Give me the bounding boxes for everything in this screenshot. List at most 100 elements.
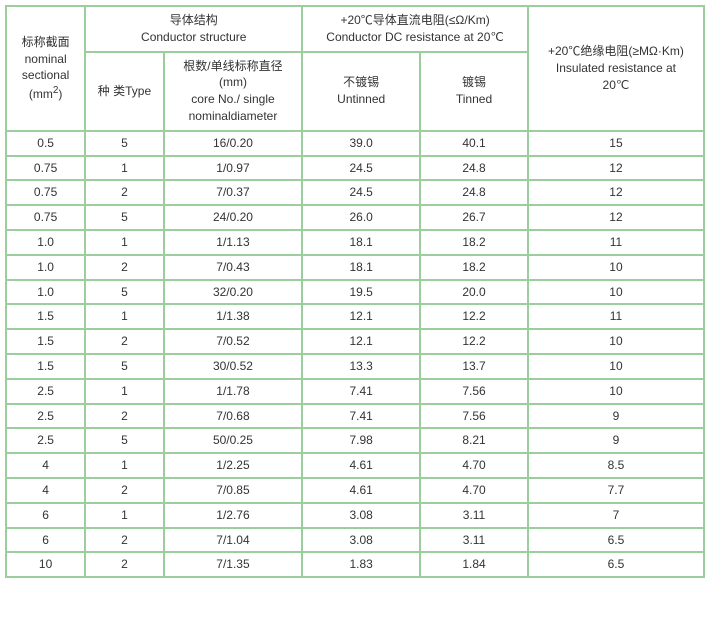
header-untinned-cn: 不镀锡 xyxy=(343,75,379,89)
cell-insulated: 6.5 xyxy=(529,553,703,576)
cell-type: 5 xyxy=(86,206,162,229)
header-nominal-en1: nominal xyxy=(25,52,67,66)
cell-tinned: 26.7 xyxy=(421,206,527,229)
cell-tinned: 7.56 xyxy=(421,405,527,428)
table-row: 1.527/0.5212.112.210 xyxy=(7,330,703,353)
header-core-unit: (mm) xyxy=(219,75,247,89)
cell-sectional: 1.5 xyxy=(7,330,84,353)
cell-tinned: 18.2 xyxy=(421,256,527,279)
cell-sectional: 1.5 xyxy=(7,305,84,328)
header-dc-en: Conductor DC resistance at 20℃ xyxy=(326,30,504,44)
cell-sectional: 0.5 xyxy=(7,132,84,155)
cell-tinned: 24.8 xyxy=(421,157,527,180)
cell-tinned: 3.11 xyxy=(421,529,527,552)
cell-type: 1 xyxy=(86,157,162,180)
cell-insulated: 10 xyxy=(529,380,703,403)
cell-sectional: 1.0 xyxy=(7,256,84,279)
table-header: 标称截面 nominal sectional (mm2) 导体结构 Conduc… xyxy=(7,7,703,130)
table-row: 2.527/0.687.417.569 xyxy=(7,405,703,428)
cell-core: 50/0.25 xyxy=(165,429,302,452)
cell-insulated: 12 xyxy=(529,206,703,229)
cell-untinned: 12.1 xyxy=(303,305,419,328)
cell-untinned: 24.5 xyxy=(303,181,419,204)
cell-untinned: 3.08 xyxy=(303,504,419,527)
cell-sectional: 10 xyxy=(7,553,84,576)
cell-sectional: 1.0 xyxy=(7,231,84,254)
cell-insulated: 15 xyxy=(529,132,703,155)
cell-insulated: 7.7 xyxy=(529,479,703,502)
cell-sectional: 4 xyxy=(7,454,84,477)
cell-core: 1/0.97 xyxy=(165,157,302,180)
cell-untinned: 1.83 xyxy=(303,553,419,576)
header-tinned-cn: 镀锡 xyxy=(462,75,486,89)
cell-sectional: 2.5 xyxy=(7,405,84,428)
table-row: 1.5530/0.5213.313.710 xyxy=(7,355,703,378)
cell-sectional: 0.75 xyxy=(7,181,84,204)
cell-type: 1 xyxy=(86,380,162,403)
cell-tinned: 18.2 xyxy=(421,231,527,254)
cell-type: 1 xyxy=(86,454,162,477)
cell-tinned: 40.1 xyxy=(421,132,527,155)
cell-insulated: 10 xyxy=(529,281,703,304)
cell-untinned: 19.5 xyxy=(303,281,419,304)
table-row: 0.7527/0.3724.524.812 xyxy=(7,181,703,204)
cell-core: 7/1.04 xyxy=(165,529,302,552)
cell-tinned: 4.70 xyxy=(421,479,527,502)
cell-untinned: 7.41 xyxy=(303,380,419,403)
table-row: 627/1.043.083.116.5 xyxy=(7,529,703,552)
cell-type: 2 xyxy=(86,256,162,279)
cell-type: 1 xyxy=(86,504,162,527)
cell-untinned: 4.61 xyxy=(303,454,419,477)
cell-sectional: 0.75 xyxy=(7,206,84,229)
header-insulated-cn: +20℃绝缘电阻(≥MΩ·Km) xyxy=(548,44,684,58)
cell-tinned: 20.0 xyxy=(421,281,527,304)
cell-core: 1/1.78 xyxy=(165,380,302,403)
header-tinned: 镀锡 Tinned xyxy=(421,53,527,130)
cell-insulated: 9 xyxy=(529,429,703,452)
table-row: 1.027/0.4318.118.210 xyxy=(7,256,703,279)
cell-type: 5 xyxy=(86,281,162,304)
cell-tinned: 12.2 xyxy=(421,330,527,353)
header-dc-cn: +20℃导体直流电阻(≤Ω/Km) xyxy=(340,13,489,27)
header-untinned: 不镀锡 Untinned xyxy=(303,53,419,130)
header-core-cn: 根数/单线标称直径 xyxy=(183,59,282,73)
cell-type: 5 xyxy=(86,132,162,155)
header-nominal-unit: (mm xyxy=(29,87,53,101)
cell-core: 7/0.43 xyxy=(165,256,302,279)
cell-insulated: 10 xyxy=(529,330,703,353)
cell-core: 30/0.52 xyxy=(165,355,302,378)
header-nominal-en2: sectional xyxy=(22,68,69,82)
cell-sectional: 1.5 xyxy=(7,355,84,378)
table-row: 1.511/1.3812.112.211 xyxy=(7,305,703,328)
cell-untinned: 24.5 xyxy=(303,157,419,180)
table-body: 0.5516/0.2039.040.1150.7511/0.9724.524.8… xyxy=(7,132,703,576)
cell-core: 32/0.20 xyxy=(165,281,302,304)
cell-untinned: 39.0 xyxy=(303,132,419,155)
table-row: 0.75524/0.2026.026.712 xyxy=(7,206,703,229)
header-core-en1: core No./ single xyxy=(191,92,274,106)
header-insulated: +20℃绝缘电阻(≥MΩ·Km) Insulated resistance at… xyxy=(529,7,703,130)
cell-insulated: 8.5 xyxy=(529,454,703,477)
table-row: 0.7511/0.9724.524.812 xyxy=(7,157,703,180)
cell-sectional: 6 xyxy=(7,504,84,527)
cell-core: 7/0.37 xyxy=(165,181,302,204)
cell-insulated: 9 xyxy=(529,405,703,428)
header-tinned-en: Tinned xyxy=(456,92,492,106)
table-row: 427/0.854.614.707.7 xyxy=(7,479,703,502)
cell-insulated: 10 xyxy=(529,256,703,279)
cell-core: 7/0.52 xyxy=(165,330,302,353)
cell-insulated: 7 xyxy=(529,504,703,527)
cell-core: 1/1.38 xyxy=(165,305,302,328)
cell-type: 5 xyxy=(86,429,162,452)
cell-type: 2 xyxy=(86,529,162,552)
header-type: 种 类Type xyxy=(86,53,162,130)
table-row: 611/2.763.083.117 xyxy=(7,504,703,527)
header-nominal-close: ) xyxy=(58,87,62,101)
cell-untinned: 18.1 xyxy=(303,256,419,279)
cell-core: 1/2.25 xyxy=(165,454,302,477)
table-row: 0.5516/0.2039.040.115 xyxy=(7,132,703,155)
cell-type: 2 xyxy=(86,330,162,353)
cell-insulated: 11 xyxy=(529,305,703,328)
cell-untinned: 12.1 xyxy=(303,330,419,353)
table-row: 2.5550/0.257.988.219 xyxy=(7,429,703,452)
